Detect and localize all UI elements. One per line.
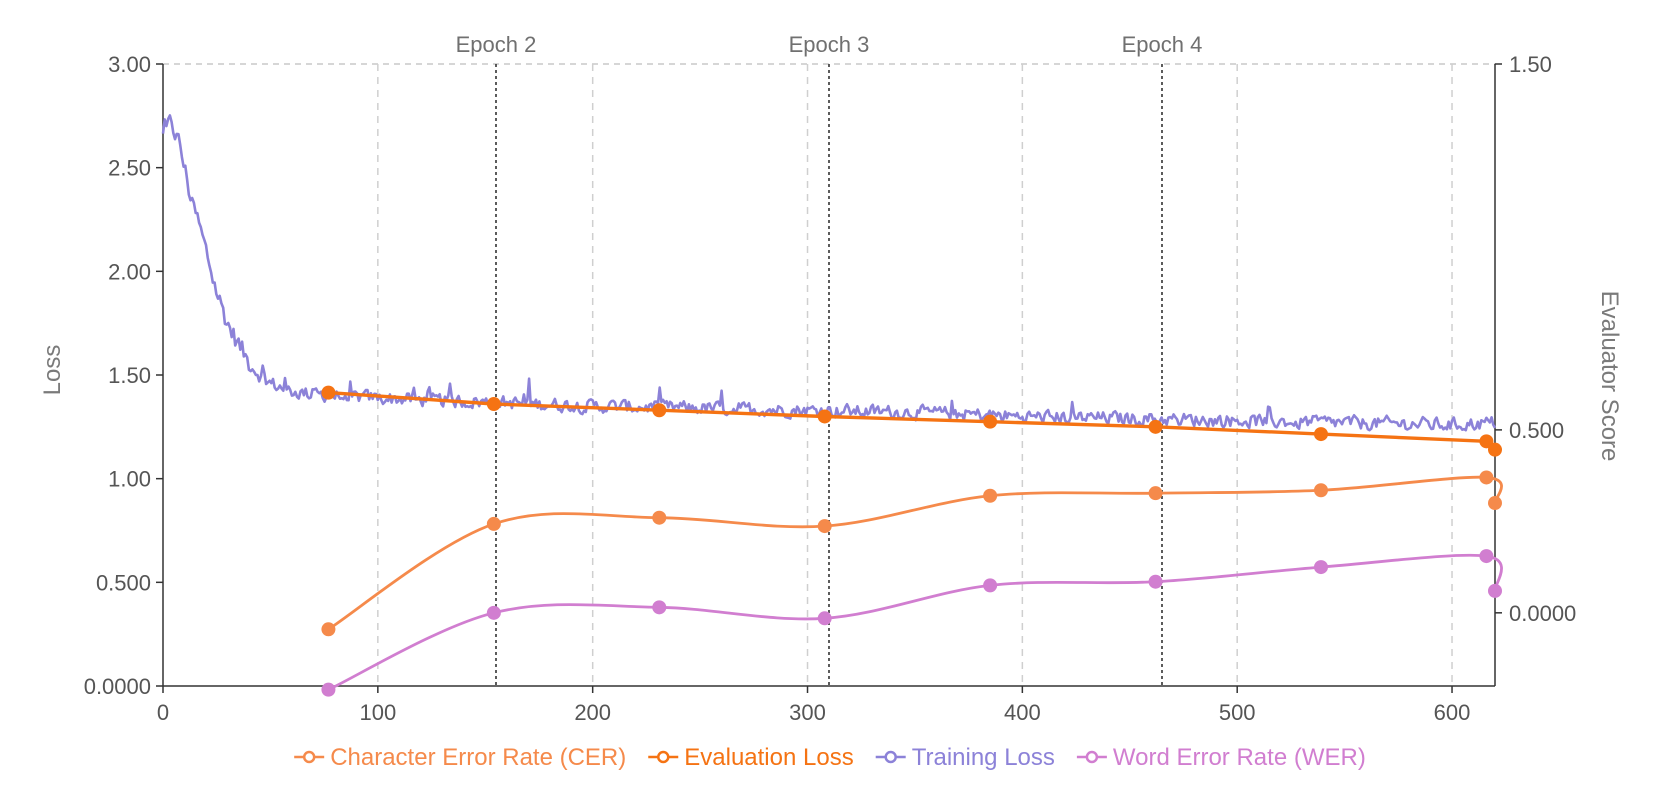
word-error-rate-wer-line	[327, 553, 1503, 691]
x-tick-label: 400	[1004, 700, 1041, 725]
labels-layer: Epoch 2 Epoch 3 Epoch 4 0 100 200 300 400 500 600…	[84, 32, 1577, 725]
x-tick-label: 600	[1434, 700, 1471, 725]
y-tick-label: 3.00	[108, 52, 151, 77]
word-error-rate-wer-point	[817, 611, 832, 626]
evaluation-loss-point	[321, 385, 336, 400]
series-layer	[161, 114, 1503, 697]
word-error-rate-wer-point	[983, 578, 998, 593]
epoch-label: Epoch 2	[456, 32, 537, 57]
evaluation-loss-point	[486, 397, 501, 412]
character-error-rate-cer-point	[486, 516, 501, 531]
y-axis-title: Loss	[39, 345, 66, 396]
epoch-label: Epoch 4	[1122, 32, 1203, 57]
character-error-rate-cer-point	[1479, 470, 1494, 485]
word-error-rate-wer-point	[321, 682, 336, 697]
y-tick-label: 2.00	[108, 259, 151, 284]
evaluation-loss-point	[1488, 442, 1502, 457]
evaluation-loss-point	[817, 409, 832, 424]
character-error-rate-cer-point	[817, 519, 832, 534]
y-tick-label: 1.00	[108, 467, 151, 492]
legend-label: Evaluation Loss	[684, 744, 853, 771]
x-tick-label: 300	[789, 700, 826, 725]
series-evaluation-loss	[321, 385, 1502, 457]
x-tick-label: 100	[359, 700, 396, 725]
x-tick-label: 500	[1219, 700, 1256, 725]
word-error-rate-wer-point	[1488, 583, 1502, 598]
word-error-rate-wer-point	[1313, 560, 1328, 575]
word-error-rate-wer-point	[1148, 574, 1163, 589]
legend-item-evaluation-loss[interactable]: Evaluation Loss	[648, 744, 854, 771]
legend-symbol-marker	[1085, 750, 1099, 764]
axes-layer	[156, 63, 1502, 693]
y2-tick-label: 0.500	[1509, 418, 1564, 443]
character-error-rate-cer-point	[1313, 483, 1328, 498]
y-tick-label: 0.0000	[84, 674, 151, 699]
legend-item-training-loss[interactable]: Training Loss	[875, 744, 1055, 771]
y2-tick-label: 0.0000	[1509, 601, 1576, 626]
y-tick-label: 0.500	[96, 570, 151, 595]
legend-label: Character Error Rate (CER)	[330, 744, 626, 771]
x-tick-label: 0	[157, 700, 169, 725]
series-word-error-rate-wer	[321, 549, 1503, 697]
series-character-error-rate-cer	[321, 470, 1503, 637]
evaluation-loss-point	[983, 414, 998, 429]
legend-symbol-marker	[657, 750, 670, 764]
character-error-rate-cer-point	[652, 510, 667, 525]
epoch-label: Epoch 3	[789, 32, 870, 57]
y-tick-label: 1.50	[108, 363, 151, 388]
legend-label: Word Error Rate (WER)	[1113, 744, 1366, 771]
word-error-rate-wer-point	[652, 600, 667, 615]
legend-symbol-marker	[302, 750, 316, 764]
legend-item-word-error-rate-wer[interactable]: Word Error Rate (WER)	[1076, 744, 1366, 771]
training-loss-line	[161, 114, 1497, 432]
evaluation-loss-point	[1313, 427, 1328, 442]
legend-symbol-marker	[884, 750, 897, 764]
word-error-rate-wer-point	[1479, 549, 1494, 564]
legend-item-character-error-rate-cer[interactable]: Character Error Rate (CER)	[294, 744, 626, 771]
word-error-rate-wer-point	[486, 605, 501, 620]
character-error-rate-cer-point	[321, 622, 336, 637]
y-tick-label: 2.50	[108, 156, 151, 181]
character-error-rate-cer-point	[983, 488, 998, 503]
x-tick-label: 200	[574, 700, 611, 725]
y2-axis-title: Evaluator Score	[1596, 291, 1623, 462]
evaluation-loss-point	[1148, 419, 1163, 434]
legend: Character Error Rate (CER) Evaluation Los…	[294, 744, 1366, 771]
character-error-rate-cer-point	[1148, 486, 1163, 501]
series-training-loss	[161, 114, 1497, 432]
evaluation-loss-point	[652, 403, 667, 418]
y2-tick-label: 1.50	[1509, 52, 1552, 77]
legend-label: Training Loss	[912, 744, 1055, 771]
character-error-rate-cer-line	[327, 475, 1503, 631]
character-error-rate-cer-point	[1488, 496, 1502, 511]
